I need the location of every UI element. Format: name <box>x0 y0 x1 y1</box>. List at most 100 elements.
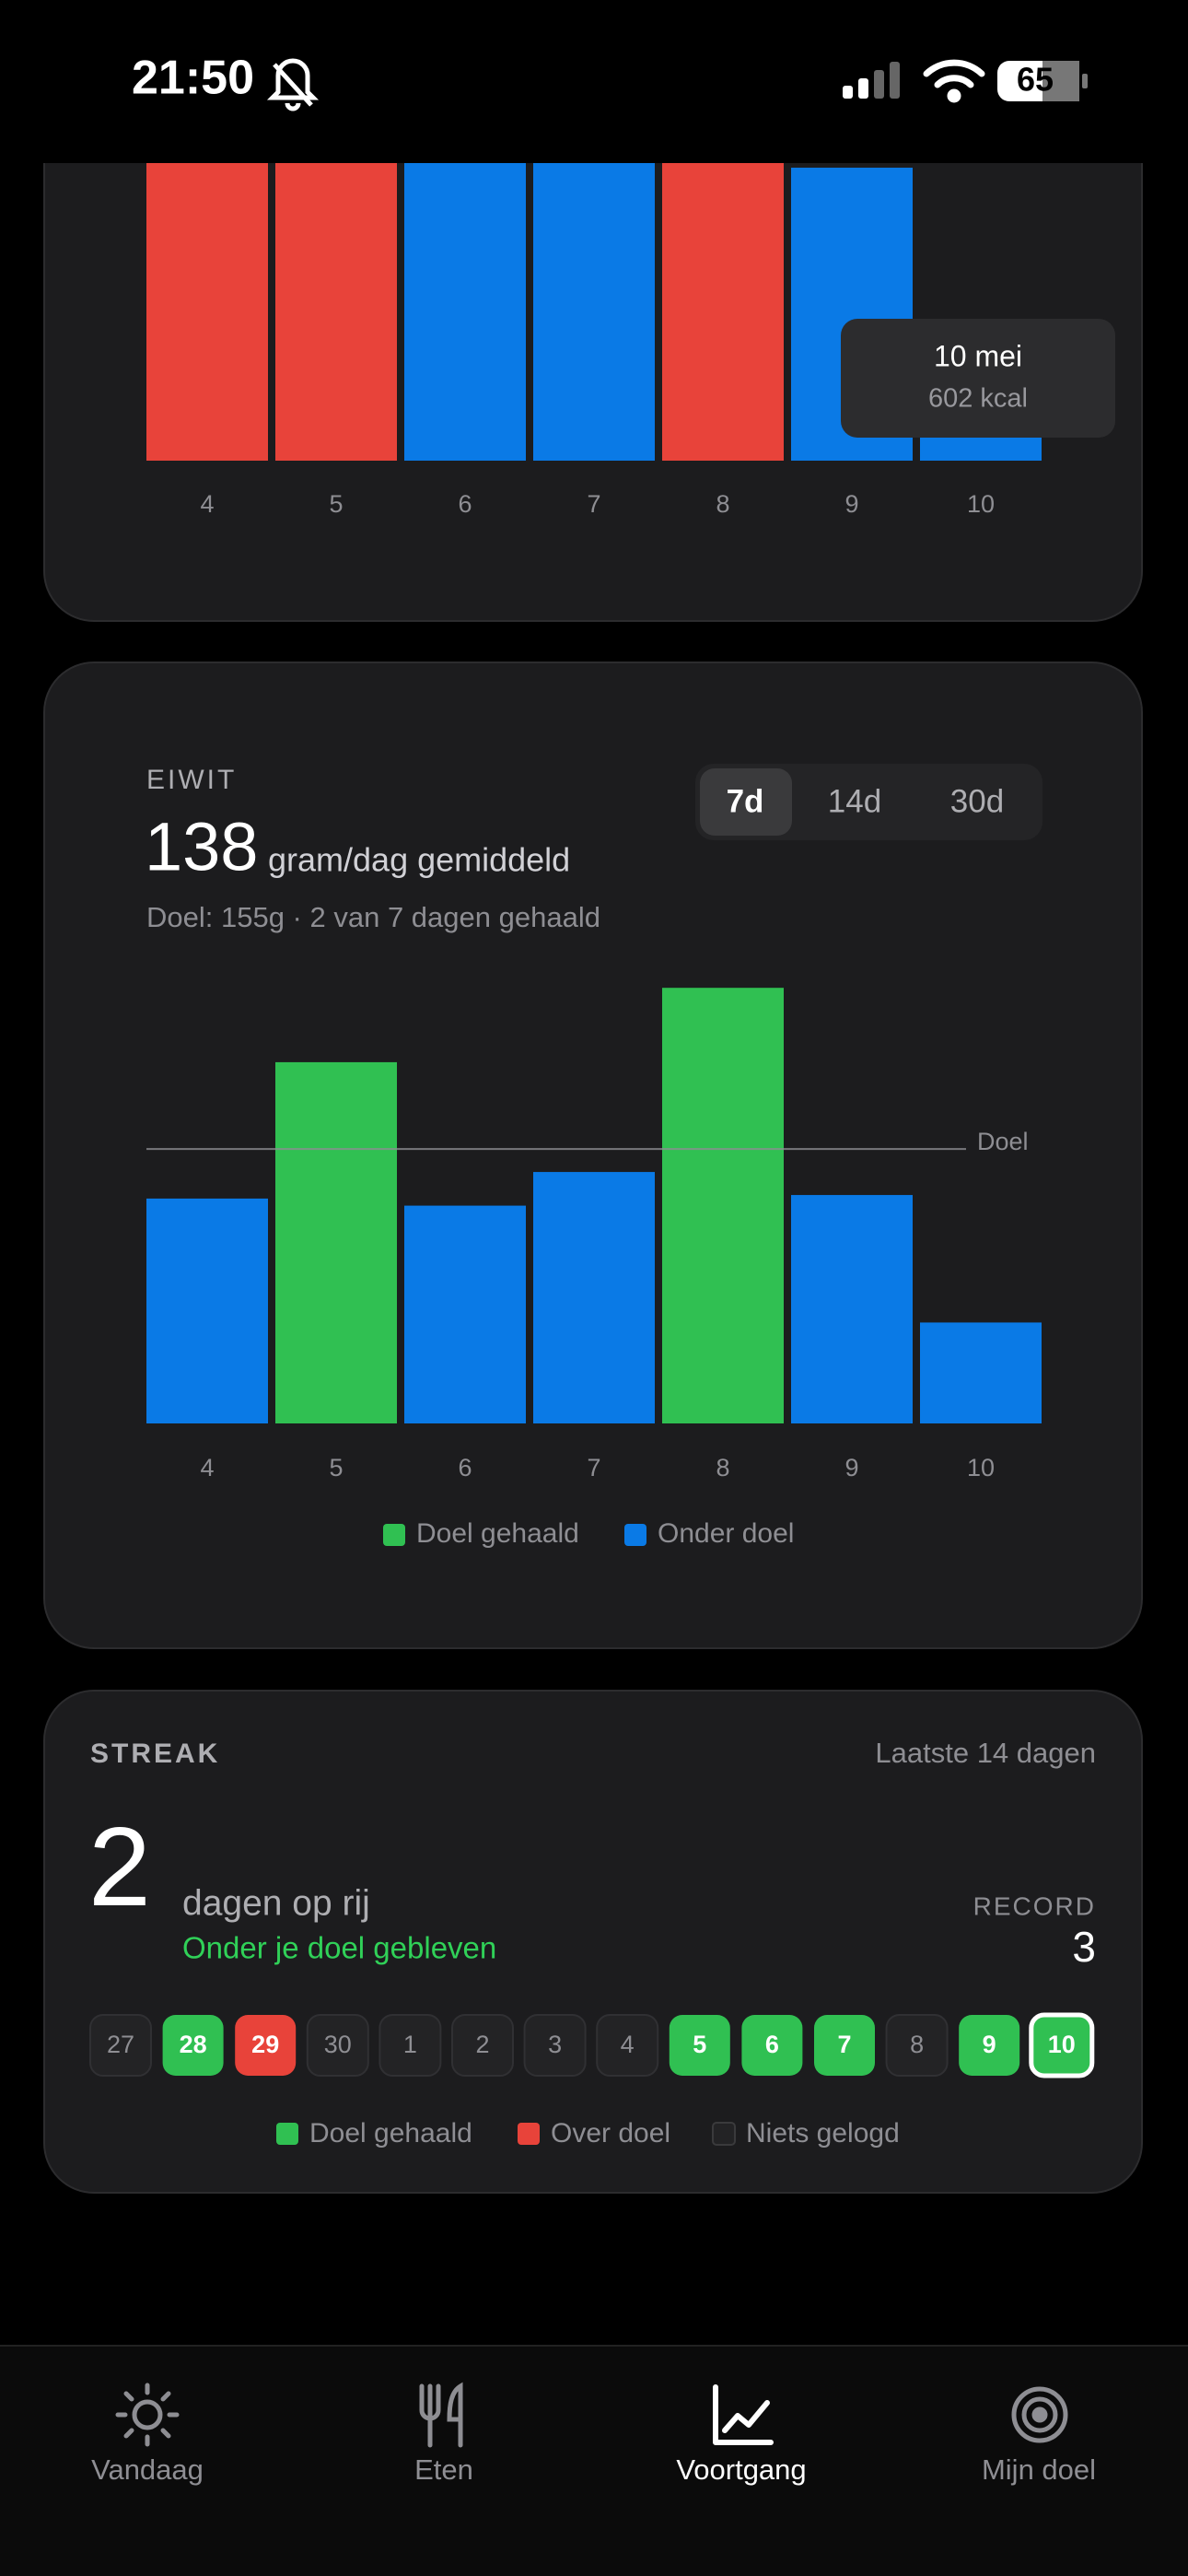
x-tick-label: 10 <box>967 490 995 518</box>
day-label: 9 <box>983 2031 996 2058</box>
x-tick-label: 7 <box>587 1454 600 1481</box>
range-option[interactable]: 7d <box>727 783 764 819</box>
range-option[interactable]: 14d <box>828 783 881 819</box>
x-tick-label: 6 <box>458 490 472 518</box>
day-cell <box>885 2014 949 2077</box>
day-cell <box>451 2014 514 2077</box>
day-label: 7 <box>837 2031 851 2058</box>
mute-icon <box>266 58 320 111</box>
tooltip: 10 mei 602 kcal <box>841 319 1115 438</box>
legend-label: Onder doel <box>658 1518 794 1549</box>
day-cell <box>596 2014 659 2077</box>
average-unit: gram/dag gemiddeld <box>268 841 570 879</box>
card-title: EIWIT <box>146 765 237 795</box>
tooltip-value: 602 kcal <box>928 384 1028 414</box>
day-label: 29 <box>251 2031 279 2058</box>
tab-label[interactable]: Vandaag <box>91 2453 204 2486</box>
day-cell <box>306 2014 369 2077</box>
streak-period: Laatste 14 dagen <box>875 1737 1096 1769</box>
record-label: RECORD <box>973 1891 1096 1920</box>
range-option[interactable]: 30d <box>950 783 1004 819</box>
bar <box>146 134 268 462</box>
day-cell <box>814 2015 875 2076</box>
x-tick-label: 9 <box>844 490 858 518</box>
day-cell <box>741 2015 803 2076</box>
day-cell <box>379 2014 442 2077</box>
bar <box>533 146 655 461</box>
x-tick-label: 6 <box>458 1454 472 1481</box>
streak-count: 2 <box>88 1804 151 1929</box>
tab-label[interactable]: Mijn doel <box>982 2453 1096 2486</box>
legend-swatch <box>712 2122 736 2146</box>
bar <box>275 140 397 461</box>
day-label: 5 <box>693 2031 706 2058</box>
day-label: 28 <box>180 2031 207 2058</box>
bar <box>404 1205 526 1423</box>
day-label: 2 <box>475 2031 489 2058</box>
bar <box>146 1198 268 1423</box>
bar <box>662 126 784 461</box>
day-cell <box>669 2015 730 2076</box>
tab-label[interactable]: Voortgang <box>676 2453 806 2486</box>
streak-status: Onder je doel gebleven <box>182 1931 496 1965</box>
x-tick-label: 4 <box>200 1454 214 1481</box>
x-tick-label: 10 <box>967 1454 995 1481</box>
day-label: 27 <box>107 2031 134 2058</box>
day-cell <box>235 2015 297 2076</box>
day-label: 4 <box>621 2031 635 2058</box>
day-cell <box>162 2015 224 2076</box>
legend-label: Niets gelogd <box>746 2118 900 2149</box>
day-label: 3 <box>548 2031 562 2058</box>
legend-swatch <box>624 1524 646 1546</box>
day-label: 30 <box>324 2031 352 2058</box>
tooltip-title: 10 mei <box>934 339 1022 372</box>
fork-knife-icon <box>419 2382 463 2448</box>
x-tick-label: 7 <box>587 490 600 518</box>
chart-icon[interactable] <box>713 2384 774 2445</box>
x-tick-label: 8 <box>716 1454 729 1481</box>
day-label: 1 <box>403 2031 417 2058</box>
calorie-chart: 4 5 6 7 8 9 10 <box>146 126 1042 518</box>
legend-swatch <box>276 2123 298 2145</box>
day-cell <box>959 2015 1020 2076</box>
x-tick-label: 9 <box>844 1454 858 1481</box>
tab-label[interactable]: Eten <box>414 2453 473 2486</box>
status-bar <box>0 0 1188 163</box>
range-selected <box>700 768 792 836</box>
legend-swatch <box>383 1524 405 1546</box>
day-label: 10 <box>1048 2031 1076 2058</box>
clock: 21:50 <box>132 52 254 105</box>
x-tick-label: 5 <box>329 490 343 518</box>
streak-title: STREAK <box>90 1739 220 1769</box>
tab-bar <box>0 2346 1188 2576</box>
protein-chart: 4 5 6 7 8 9 10 Doel Doel gehaald Onder doel <box>146 988 1042 1549</box>
x-tick-label: 5 <box>329 1454 343 1481</box>
day-cell <box>89 2014 152 2077</box>
day-label: 8 <box>910 2031 924 2058</box>
average: 138 <box>145 809 258 885</box>
bar <box>404 154 526 461</box>
goal-label: Doel <box>977 1128 1029 1155</box>
signal-icon <box>843 62 900 99</box>
battery-level: 65 <box>1017 61 1054 99</box>
streak-days: 27 28 29 30 1 2 3 4 5 6 7 8 9 10 Doel gehaald Over doel… <box>89 2012 1095 2149</box>
battery-empty <box>1042 61 1079 101</box>
legend-swatch <box>518 2123 540 2145</box>
subtitle: Doel: 155g · 2 van 7 dagen gehaald <box>146 901 600 933</box>
target-icon <box>1011 2386 1068 2443</box>
legend-label: Over doel <box>551 2118 670 2149</box>
legend-label: Doel gehaald <box>416 1518 579 1549</box>
day-cell <box>1029 2012 1095 2078</box>
day-label: 6 <box>765 2031 779 2058</box>
x-tick-label: 4 <box>200 490 214 518</box>
bar <box>662 988 784 1423</box>
bar <box>920 1322 1042 1423</box>
wifi-icon <box>923 59 985 103</box>
battery-tip <box>1082 74 1088 88</box>
day-cell <box>523 2014 587 2077</box>
bar <box>275 1061 397 1423</box>
legend-label: Doel gehaald <box>309 2118 472 2149</box>
record-value: 3 <box>1072 1923 1096 1971</box>
x-tick-label: 8 <box>716 490 729 518</box>
